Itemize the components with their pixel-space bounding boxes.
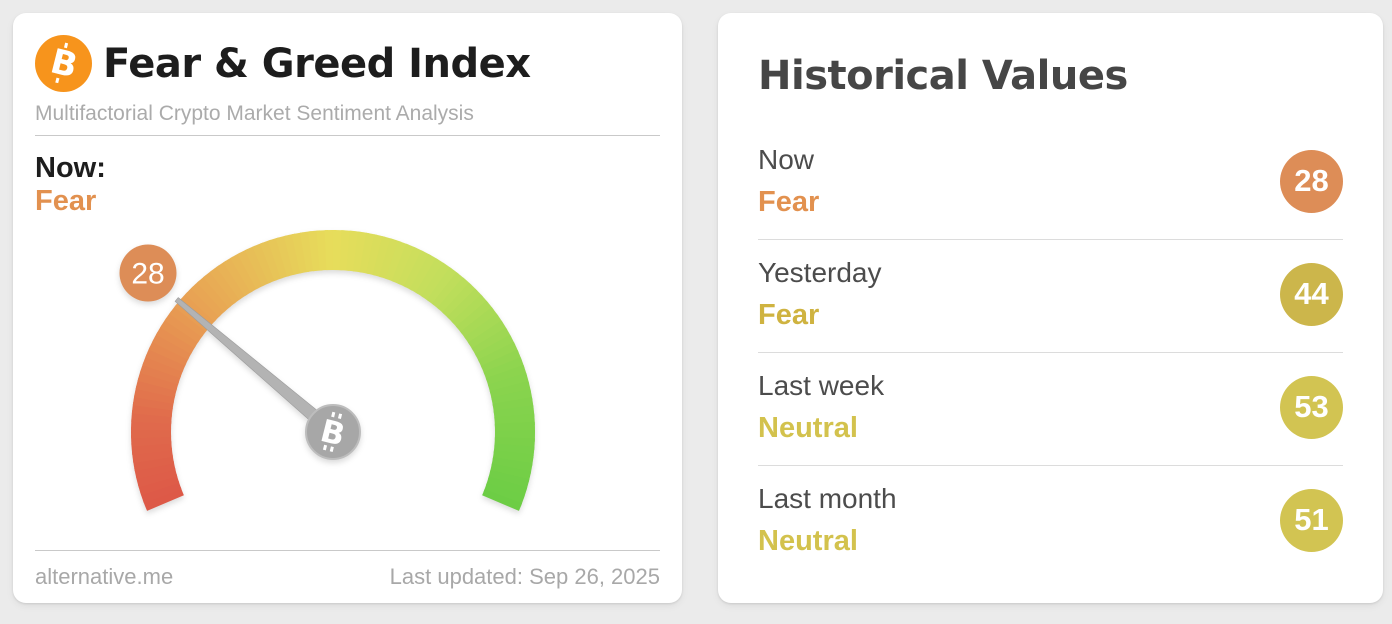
now-label: Now:	[35, 152, 106, 184]
bitcoin-symbol: B	[46, 40, 81, 87]
widget-subtitle: Multifactorial Crypto Market Sentiment A…	[35, 102, 474, 125]
historical-values-title: Historical Values	[758, 53, 1128, 99]
history-row-sentiment: Neutral	[758, 525, 858, 557]
history-row-sentiment: Neutral	[758, 412, 858, 444]
last-updated-text: Last updated: Sep 26, 2025	[389, 564, 660, 589]
history-row-label: Last week	[758, 370, 885, 401]
history-row-label: Last month	[758, 483, 897, 514]
history-row-sentiment: Fear	[758, 186, 820, 218]
history-value-badge: 53	[1280, 375, 1343, 439]
history-row-label: Yesterday	[758, 257, 882, 288]
gauge-chart: B28	[119, 229, 536, 511]
widget-title: Fear & Greed Index	[103, 40, 531, 87]
historical-values-list: Now Fear 28 Yesterday Fear 44 Last week …	[758, 127, 1343, 578]
widget-footer: alternative.me Last updated: Sep 26, 202…	[35, 550, 660, 603]
now-sentiment: Fear	[35, 185, 97, 217]
history-row-last-month: Last month Neutral 51	[758, 466, 1343, 578]
fear-greed-card: B Fear & Greed Index Multifactorial Cryp…	[13, 13, 682, 603]
history-row-sentiment: Fear	[758, 299, 820, 331]
history-value-badge: 28	[1280, 149, 1343, 213]
header-divider	[35, 135, 660, 136]
history-value-badge: 51	[1280, 488, 1343, 552]
svg-text:28: 28	[131, 258, 164, 291]
history-value-badge: 44	[1280, 262, 1343, 326]
fear-greed-header: B Fear & Greed Index	[35, 35, 660, 92]
history-row-now: Now Fear 28	[758, 127, 1343, 240]
history-row-last-week: Last week Neutral 53	[758, 353, 1343, 466]
source-link[interactable]: alternative.me	[35, 564, 174, 589]
historical-values-card: Historical Values Now Fear 28 Yesterday …	[718, 13, 1383, 603]
history-row-label: Now	[758, 144, 815, 175]
bitcoin-icon: B	[35, 35, 92, 92]
history-row-yesterday: Yesterday Fear 44	[758, 240, 1343, 353]
